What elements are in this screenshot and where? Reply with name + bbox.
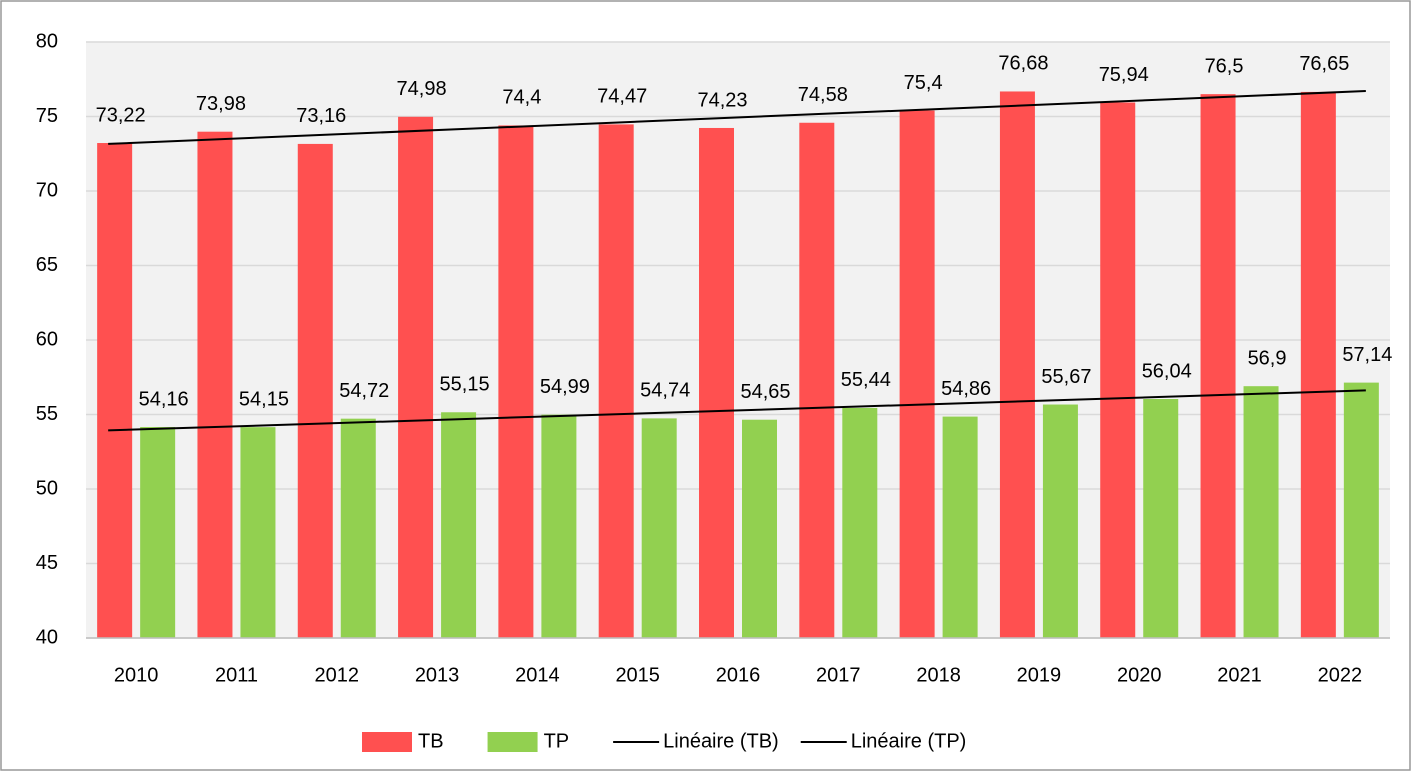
value-label: 57,14 (1342, 344, 1392, 366)
value-label: 76,68 (998, 53, 1048, 75)
x-tick-label: 2011 (215, 664, 258, 686)
legend-label: TB (418, 730, 444, 752)
y-tick-label: 80 (36, 30, 58, 52)
x-tick-label: 2014 (515, 664, 560, 686)
bar (641, 418, 677, 638)
y-tick-label: 70 (36, 179, 58, 201)
bar (498, 125, 534, 638)
bar (1042, 404, 1078, 638)
value-label: 74,58 (798, 84, 848, 106)
legend-swatch (362, 732, 412, 752)
value-label: 54,15 (239, 388, 289, 410)
bar (197, 131, 233, 638)
value-label: 76,65 (1299, 53, 1349, 75)
bar (1243, 386, 1279, 638)
bar (398, 116, 434, 639)
y-tick-label: 65 (36, 254, 58, 276)
value-label: 73,16 (296, 105, 346, 127)
x-tick-label: 2022 (1318, 664, 1363, 686)
bar (97, 143, 133, 638)
bar (1343, 382, 1379, 638)
bar (140, 427, 176, 638)
y-tick-label: 50 (36, 477, 58, 499)
trendline (108, 389, 1366, 432)
bar (297, 143, 333, 638)
bar (1143, 399, 1179, 638)
bar (999, 91, 1035, 638)
x-tick-label: 2012 (315, 664, 360, 686)
x-tick-label: 2020 (1117, 664, 1162, 686)
value-label: 54,65 (740, 381, 790, 403)
bar (541, 414, 577, 638)
x-tick-label: 2016 (716, 664, 761, 686)
x-tick-label: 2017 (816, 664, 861, 686)
value-label: 74,4 (502, 87, 541, 109)
legend-swatch (487, 732, 538, 752)
bar (1100, 102, 1136, 638)
value-label: 74,47 (597, 86, 647, 108)
legend-label: Linéaire (TB) (663, 730, 779, 752)
bar (699, 127, 734, 639)
y-tick-label: 45 (36, 552, 58, 574)
x-tick-label: 2018 (916, 664, 961, 686)
x-tick-label: 2010 (114, 664, 159, 686)
y-tick-label: 60 (36, 328, 58, 350)
value-label: 56,9 (1248, 347, 1287, 369)
bar (742, 419, 777, 638)
value-label: 74,98 (397, 78, 447, 100)
y-tick-label: 55 (36, 403, 58, 425)
y-tick-label: 75 (36, 105, 58, 127)
value-label: 54,86 (941, 378, 991, 400)
value-label: 54,99 (540, 376, 590, 398)
value-label: 54,72 (339, 380, 389, 402)
value-label: 54,74 (640, 380, 690, 402)
bar (942, 416, 978, 638)
value-label: 55,44 (841, 369, 891, 391)
x-tick-label: 2015 (615, 664, 660, 686)
legend-label: Linéaire (TP) (851, 730, 967, 752)
bar (842, 407, 878, 638)
bar (1200, 94, 1236, 638)
value-label: 56,04 (1142, 360, 1192, 382)
value-label: 75,94 (1099, 64, 1149, 86)
value-label: 55,67 (1041, 366, 1091, 388)
bar (799, 122, 835, 639)
x-tick-label: 2019 (1017, 664, 1062, 686)
value-label: 55,15 (440, 374, 490, 396)
bar (340, 418, 376, 638)
trendline (108, 90, 1366, 145)
x-tick-label: 2021 (1217, 664, 1262, 686)
bar (899, 110, 935, 639)
value-label: 75,4 (904, 72, 943, 94)
legend-label: TP (544, 730, 570, 752)
value-label: 76,5 (1205, 55, 1244, 77)
value-label: 73,98 (196, 93, 246, 115)
value-label: 54,16 (139, 388, 189, 410)
bar (240, 427, 276, 638)
x-tick-label: 2013 (415, 664, 460, 686)
value-label: 74,23 (697, 89, 747, 111)
bar (441, 412, 477, 638)
bar (598, 124, 634, 639)
value-label: 73,22 (96, 104, 146, 126)
bar (1300, 91, 1336, 639)
y-tick-label: 40 (36, 626, 58, 648)
